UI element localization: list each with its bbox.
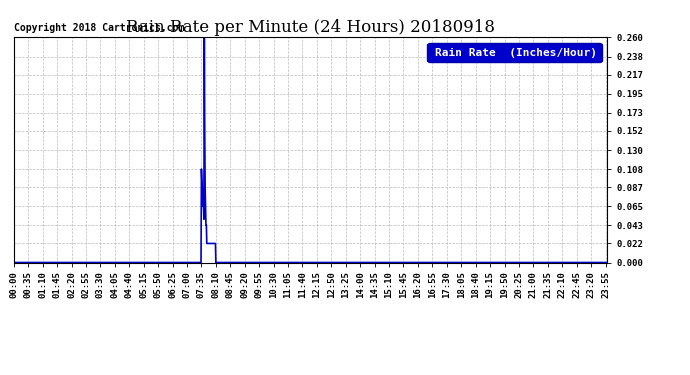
Title: Rain Rate per Minute (24 Hours) 20180918: Rain Rate per Minute (24 Hours) 20180918 [126, 19, 495, 36]
Text: Copyright 2018 Cartronics.com: Copyright 2018 Cartronics.com [14, 23, 184, 33]
Legend: Rain Rate  (Inches/Hour): Rain Rate (Inches/Hour) [427, 43, 602, 62]
